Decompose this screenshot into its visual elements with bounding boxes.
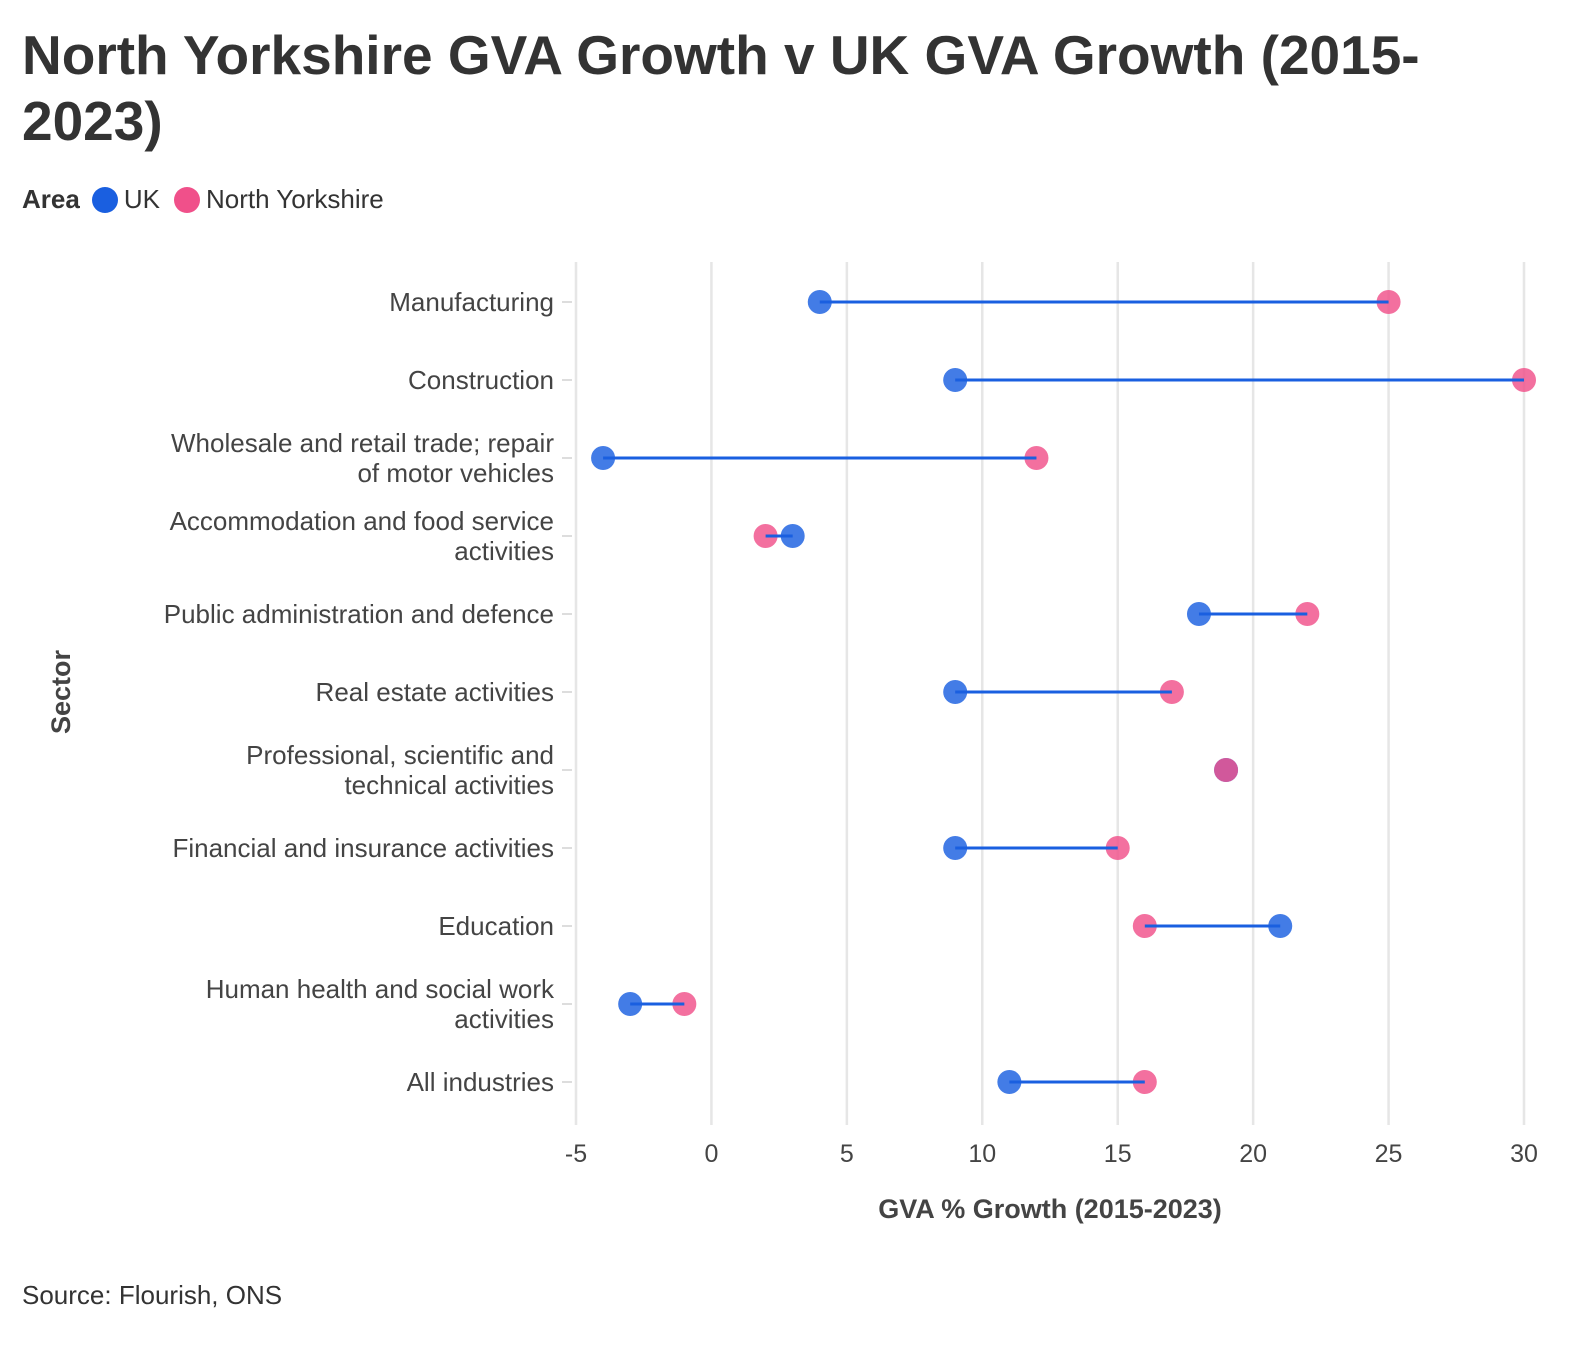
x-tick-label: 25 xyxy=(1375,1140,1403,1168)
y-tick-label: Wholesale and retail trade; repair of mot… xyxy=(171,428,554,488)
legend-title: Area xyxy=(22,184,80,214)
x-tick-label: 0 xyxy=(704,1140,718,1168)
y-tick-label: Financial and insurance activities xyxy=(172,833,554,863)
legend: Area UK North Yorkshire xyxy=(22,184,392,215)
legend-label-uk: UK xyxy=(123,184,160,214)
legend-item-uk[interactable]: UK xyxy=(91,184,160,215)
legend-label-north-yorkshire: North Yorkshire xyxy=(205,184,384,214)
y-tick-label: Construction xyxy=(408,365,554,395)
legend-swatch-uk xyxy=(91,186,118,213)
x-tick-label: 20 xyxy=(1239,1140,1267,1168)
y-tick-label: All industries xyxy=(407,1067,554,1097)
x-tick-label: 30 xyxy=(1510,1140,1538,1168)
y-tick-label: Manufacturing xyxy=(389,287,554,317)
legend-swatch-north-yorkshire xyxy=(173,186,200,213)
y-tick-label: Education xyxy=(438,911,554,941)
source-note: Source: Flourish, ONS xyxy=(22,1280,283,1310)
y-tick-label: Real estate activities xyxy=(316,677,554,707)
x-tick-label: 5 xyxy=(840,1140,854,1168)
x-tick-label: -5 xyxy=(565,1140,587,1168)
legend-item-north-yorkshire[interactable]: North Yorkshire xyxy=(173,184,384,215)
x-axis-title: GVA % Growth (2015-2023) xyxy=(878,1194,1222,1224)
y-axis-title: Sector xyxy=(46,649,76,734)
y-tick-label: Public administration and defence xyxy=(164,599,554,629)
x-tick-label: 15 xyxy=(1104,1140,1132,1168)
y-tick-label: Human health and social work activities xyxy=(206,974,555,1034)
dot-north-yorkshire xyxy=(1214,758,1239,782)
x-tick-label: 10 xyxy=(968,1140,996,1168)
y-tick-label: Accommodation and food service activities xyxy=(170,506,554,566)
y-tick-label: Professional, scientific and technical ac… xyxy=(246,740,554,800)
chart-title: North Yorkshire GVA Growth v UK GVA Grow… xyxy=(22,24,1420,152)
